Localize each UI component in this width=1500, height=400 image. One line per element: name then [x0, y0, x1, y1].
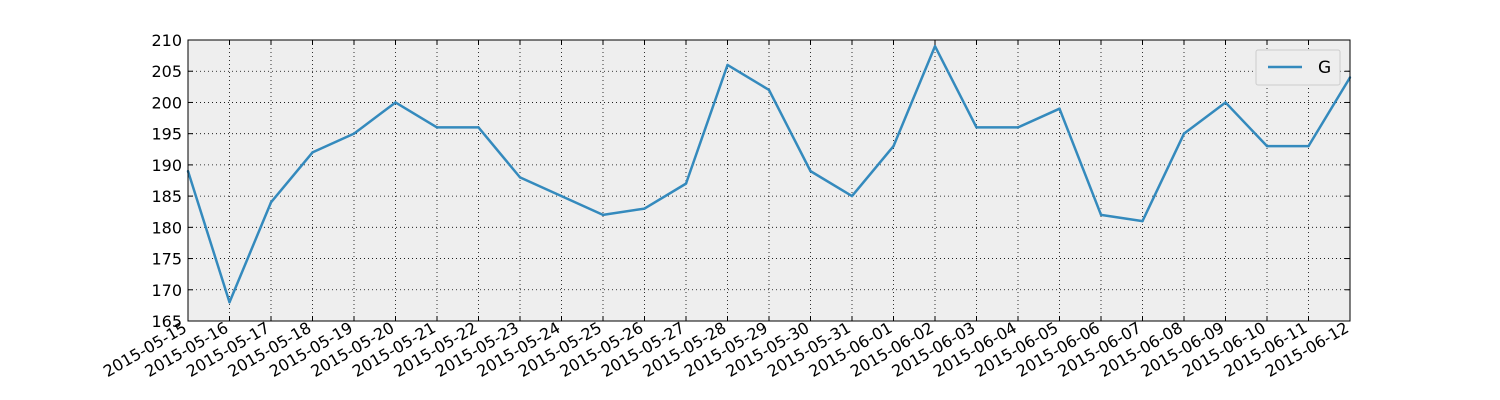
data-point — [1016, 126, 1020, 129]
y-tick-label: 170 — [151, 281, 182, 300]
data-point — [1224, 101, 1227, 104]
y-tick-label: 200 — [151, 93, 182, 112]
data-point — [269, 201, 273, 204]
y-tick-label: 190 — [151, 156, 182, 175]
y-tick-label: 195 — [151, 125, 182, 144]
legend: G — [1255, 49, 1341, 86]
data-point — [684, 182, 688, 185]
y-axis-tick-labels: 165 170 175 180 185 190 195 200 205 210 — [151, 31, 182, 331]
data-point — [1058, 107, 1061, 110]
data-point — [850, 194, 854, 198]
data-point — [1265, 144, 1269, 148]
data-point — [477, 126, 480, 129]
y-tick-label: 210 — [151, 31, 182, 50]
data-point — [601, 213, 605, 217]
data-point — [767, 88, 771, 92]
y-tick-label: 165 — [151, 312, 182, 331]
data-point — [1182, 132, 1186, 135]
data-point — [394, 101, 397, 104]
data-point — [809, 169, 812, 173]
data-point — [1099, 213, 1103, 217]
y-tick-label: 205 — [151, 62, 182, 81]
data-point — [643, 207, 646, 210]
data-point — [352, 132, 356, 135]
data-point — [435, 126, 439, 129]
data-point — [518, 176, 522, 179]
data-point — [892, 144, 895, 148]
data-point — [1141, 219, 1144, 223]
y-tick-label: 175 — [151, 250, 182, 269]
y-tick-label: 180 — [151, 218, 182, 237]
data-point — [228, 301, 231, 304]
data-point — [726, 63, 729, 67]
legend-label: G — [1318, 58, 1331, 78]
series-lines — [186, 44, 1352, 304]
data-point — [311, 151, 314, 154]
x-axis-tick-labels: 2015-05-152015-05-162015-05-172015-05-18… — [100, 318, 1352, 381]
y-tick-label: 185 — [151, 187, 182, 206]
data-point — [560, 194, 563, 198]
data-point — [933, 45, 937, 48]
axis-ticks — [187, 39, 1351, 322]
data-point — [1307, 144, 1310, 148]
data-point — [975, 126, 978, 129]
